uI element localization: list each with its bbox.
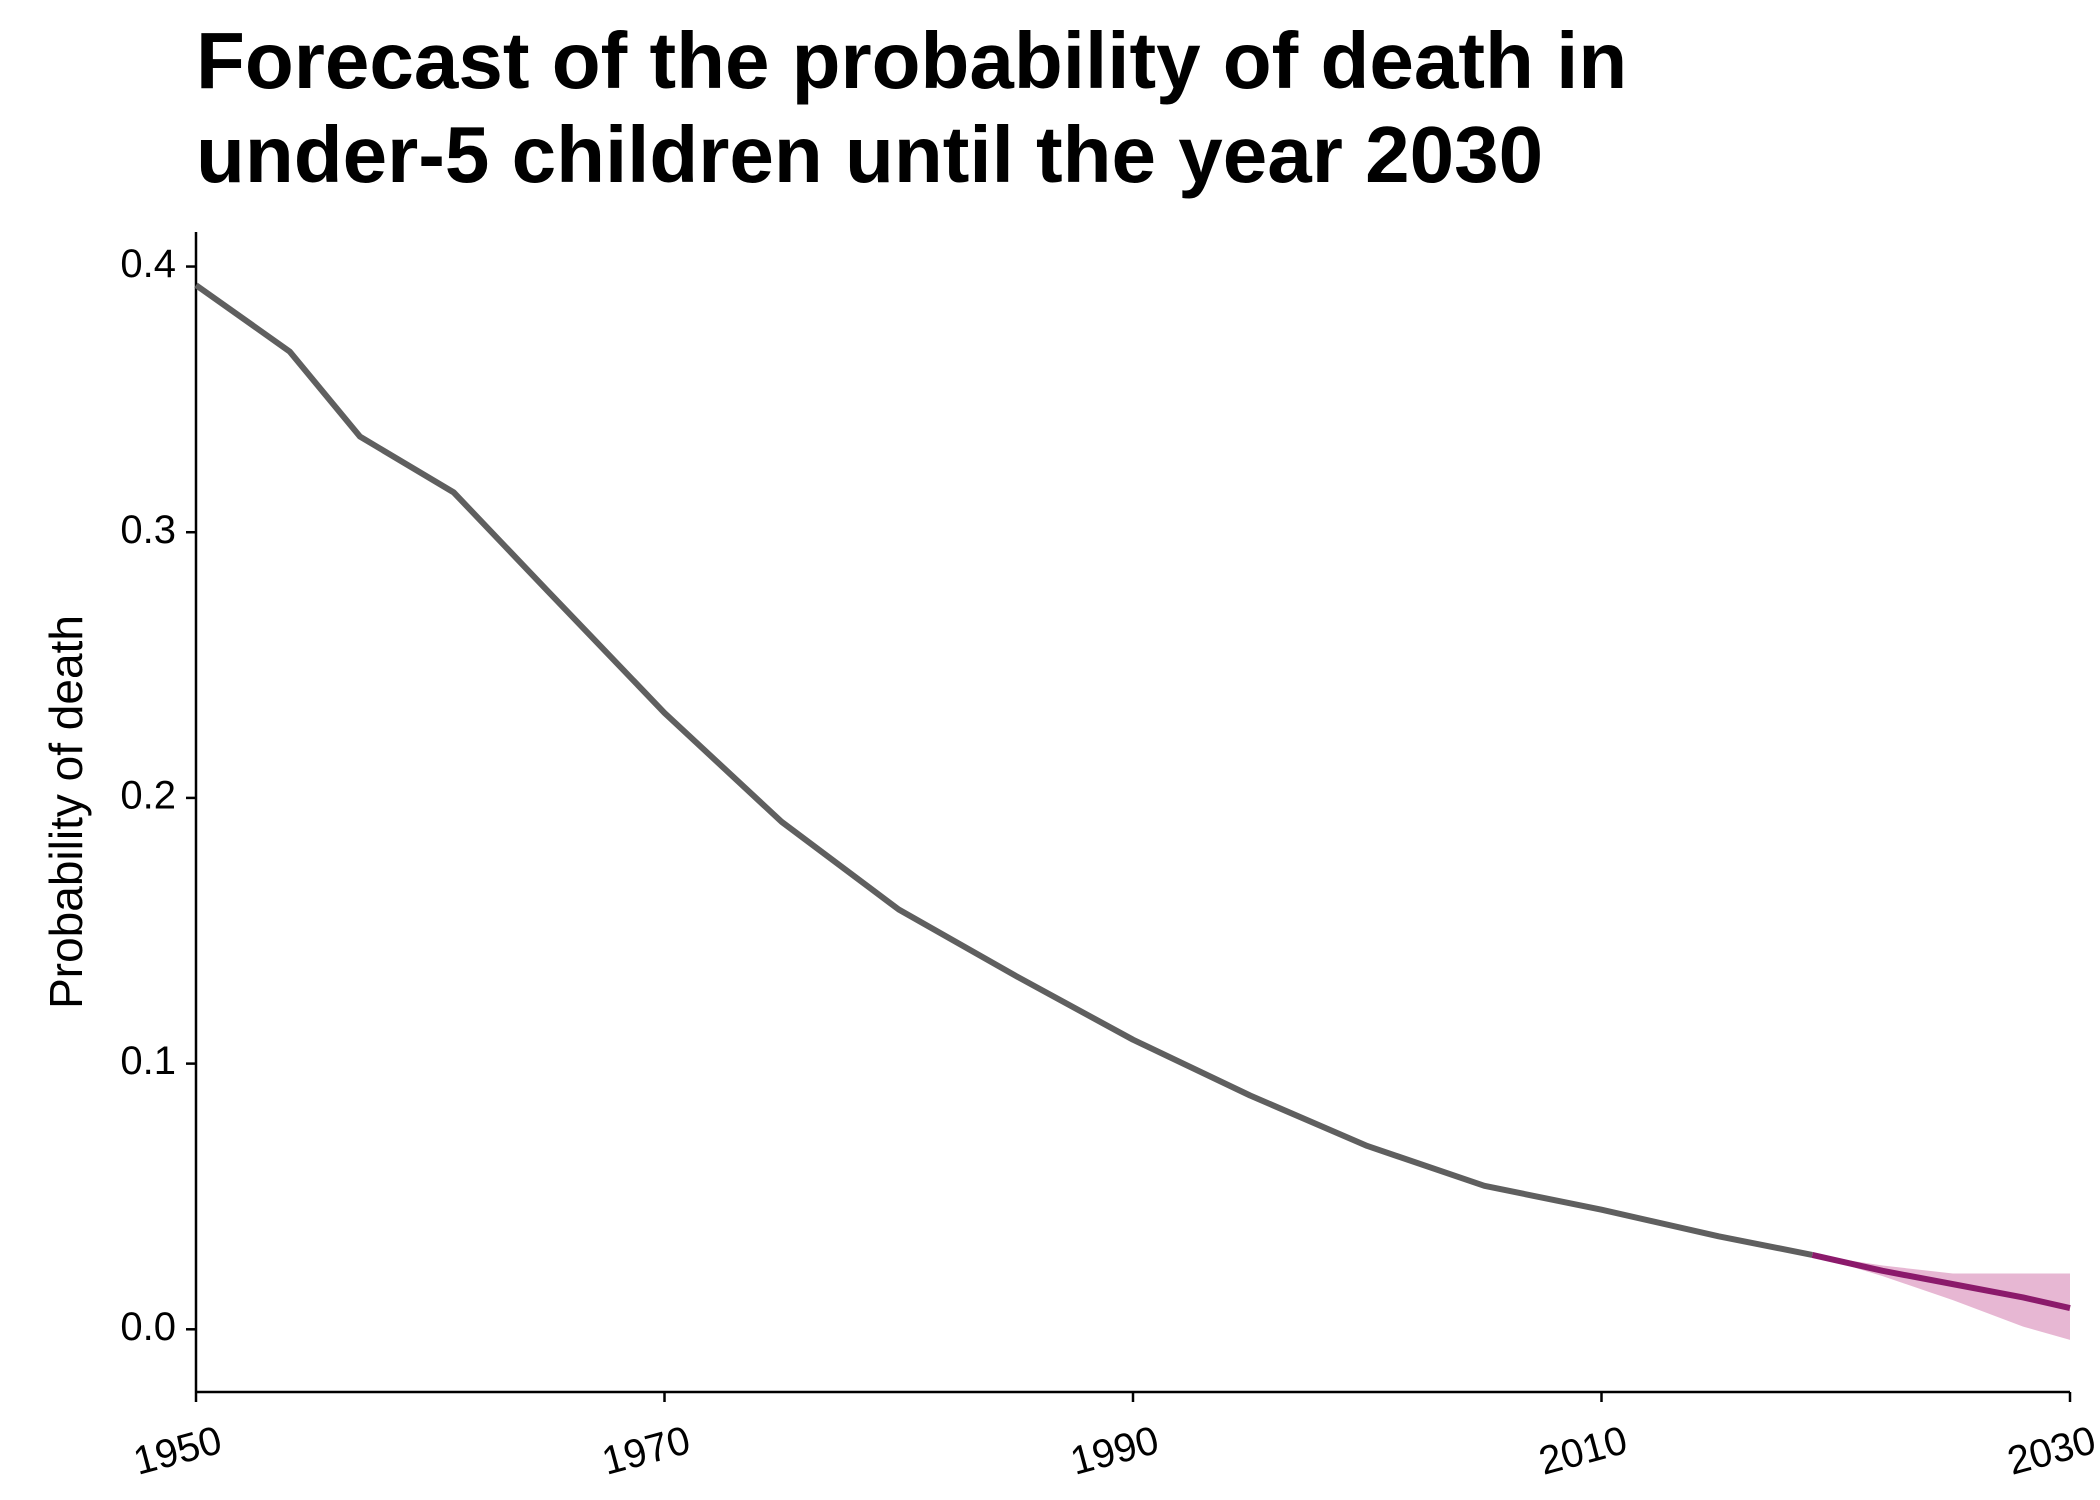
x-tick-label: 1950 <box>129 1418 226 1484</box>
y-tick-label: 0.1 <box>120 1039 176 1083</box>
x-tick-label: 2030 <box>2003 1418 2100 1484</box>
chart-title: under-5 children until the year 2030 <box>196 110 1543 199</box>
x-tick-label: 1970 <box>597 1418 694 1484</box>
y-tick-label: 0.3 <box>120 508 176 552</box>
confidence-band <box>1812 1254 2070 1340</box>
y-tick-label: 0.2 <box>120 773 176 817</box>
data-line <box>1811 1251 2071 1311</box>
x-tick-label: 2010 <box>1534 1418 1631 1484</box>
chart-title: Forecast of the probability of death in <box>196 16 1627 105</box>
y-tick-label: 0.0 <box>120 1305 176 1349</box>
y-axis-label: Probability of death <box>40 615 92 1009</box>
x-tick-label: 1990 <box>1066 1418 1163 1484</box>
y-tick-label: 0.4 <box>120 242 176 286</box>
data-line <box>194 282 1813 1258</box>
